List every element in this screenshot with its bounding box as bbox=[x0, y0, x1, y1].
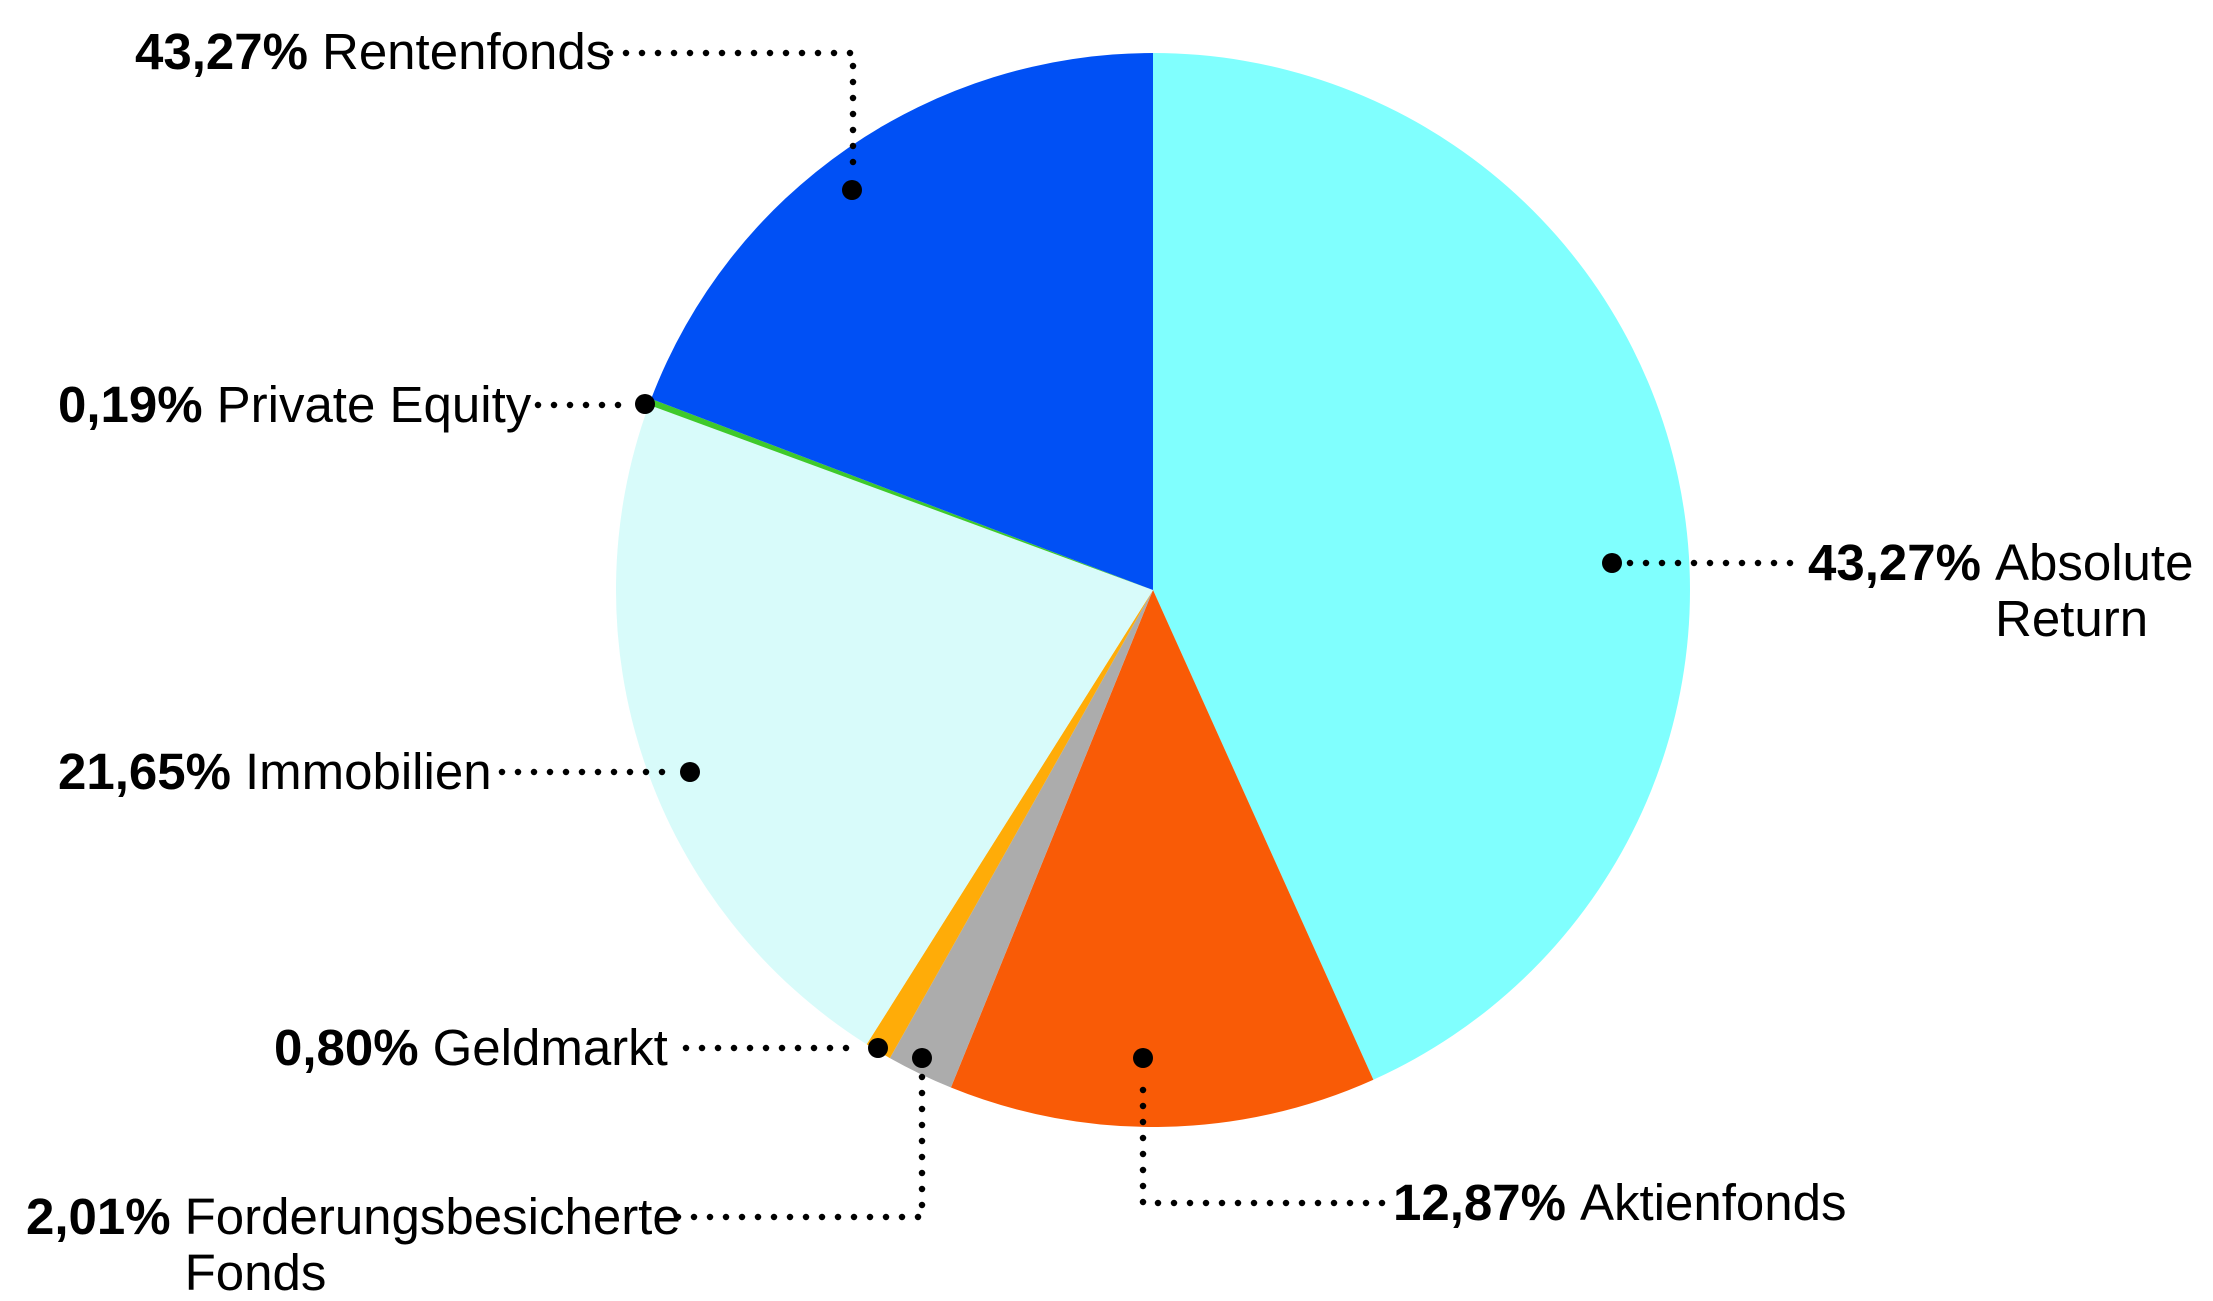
label-rentenfonds-percent: 43,27% bbox=[135, 23, 308, 80]
leader-line-forderungsbesicherte bbox=[674, 1072, 926, 1221]
label-immobilien: 21,65% Immobilien bbox=[58, 744, 492, 800]
label-aktienfonds-percent: 12,87% bbox=[1393, 1174, 1566, 1231]
leader-dot-aktienfonds bbox=[1133, 1048, 1153, 1068]
pie-slices-group bbox=[616, 53, 1690, 1127]
pie-slice-forderungsbesicherte-fonds bbox=[889, 590, 1153, 1088]
leader-dot-immobilien bbox=[680, 762, 700, 782]
label-forderungsbesicherte-name: Forderungsbesicherte Fonds bbox=[184, 1188, 681, 1301]
label-rentenfonds: 43,27% Rentenfonds bbox=[135, 24, 611, 80]
pie-slice-immobilien bbox=[616, 404, 1153, 1045]
leader-line-rentenfonds bbox=[606, 49, 857, 176]
leader-dot-geldmarkt bbox=[868, 1038, 888, 1058]
label-private-equity-percent: 0,19% bbox=[58, 376, 203, 433]
pie-slice-private-equity bbox=[648, 398, 1153, 590]
leader-dot-absolute-return bbox=[1602, 553, 1622, 573]
leader-line-aktienfonds bbox=[1139, 1072, 1386, 1207]
leader-lines-group bbox=[498, 49, 1794, 1221]
label-forderungsbesicherte-percent: 2,01% bbox=[26, 1188, 171, 1245]
pie-slice-absolute-return bbox=[1153, 53, 1690, 1080]
label-private-equity-name: Private Equity bbox=[216, 376, 532, 433]
label-absolute-return-percent: 43,27% bbox=[1808, 534, 1981, 591]
pie-slice-geldmarkt bbox=[866, 590, 1153, 1059]
label-immobilien-percent: 21,65% bbox=[58, 743, 231, 800]
label-private-equity: 0,19% Private Equity bbox=[58, 377, 531, 433]
label-aktienfonds-name: Aktienfonds bbox=[1579, 1174, 1847, 1231]
pie-slice-rentenfonds bbox=[651, 53, 1153, 590]
leader-dot-forderungsbesicherte bbox=[912, 1048, 932, 1068]
pie-slice-aktienfonds bbox=[950, 590, 1374, 1127]
label-geldmarkt: 0,80% Geldmarkt bbox=[274, 1020, 668, 1076]
leader-dot-rentenfonds bbox=[842, 180, 862, 200]
leader-dot-private-equity bbox=[635, 394, 655, 414]
label-forderungsbesicherte-fonds: 2,01% Forderungsbesicherte Fonds bbox=[26, 1188, 681, 1301]
label-geldmarkt-name: Geldmarkt bbox=[432, 1019, 668, 1076]
label-absolute-return-name: Absolute Return bbox=[1994, 534, 2194, 647]
label-absolute-return: 43,27% Absolute Return bbox=[1808, 535, 2207, 647]
label-rentenfonds-name: Rentenfonds bbox=[321, 23, 612, 80]
label-aktienfonds: 12,87% Aktienfonds bbox=[1393, 1175, 1847, 1231]
label-immobilien-name: Immobilien bbox=[244, 743, 492, 800]
label-geldmarkt-percent: 0,80% bbox=[274, 1019, 419, 1076]
